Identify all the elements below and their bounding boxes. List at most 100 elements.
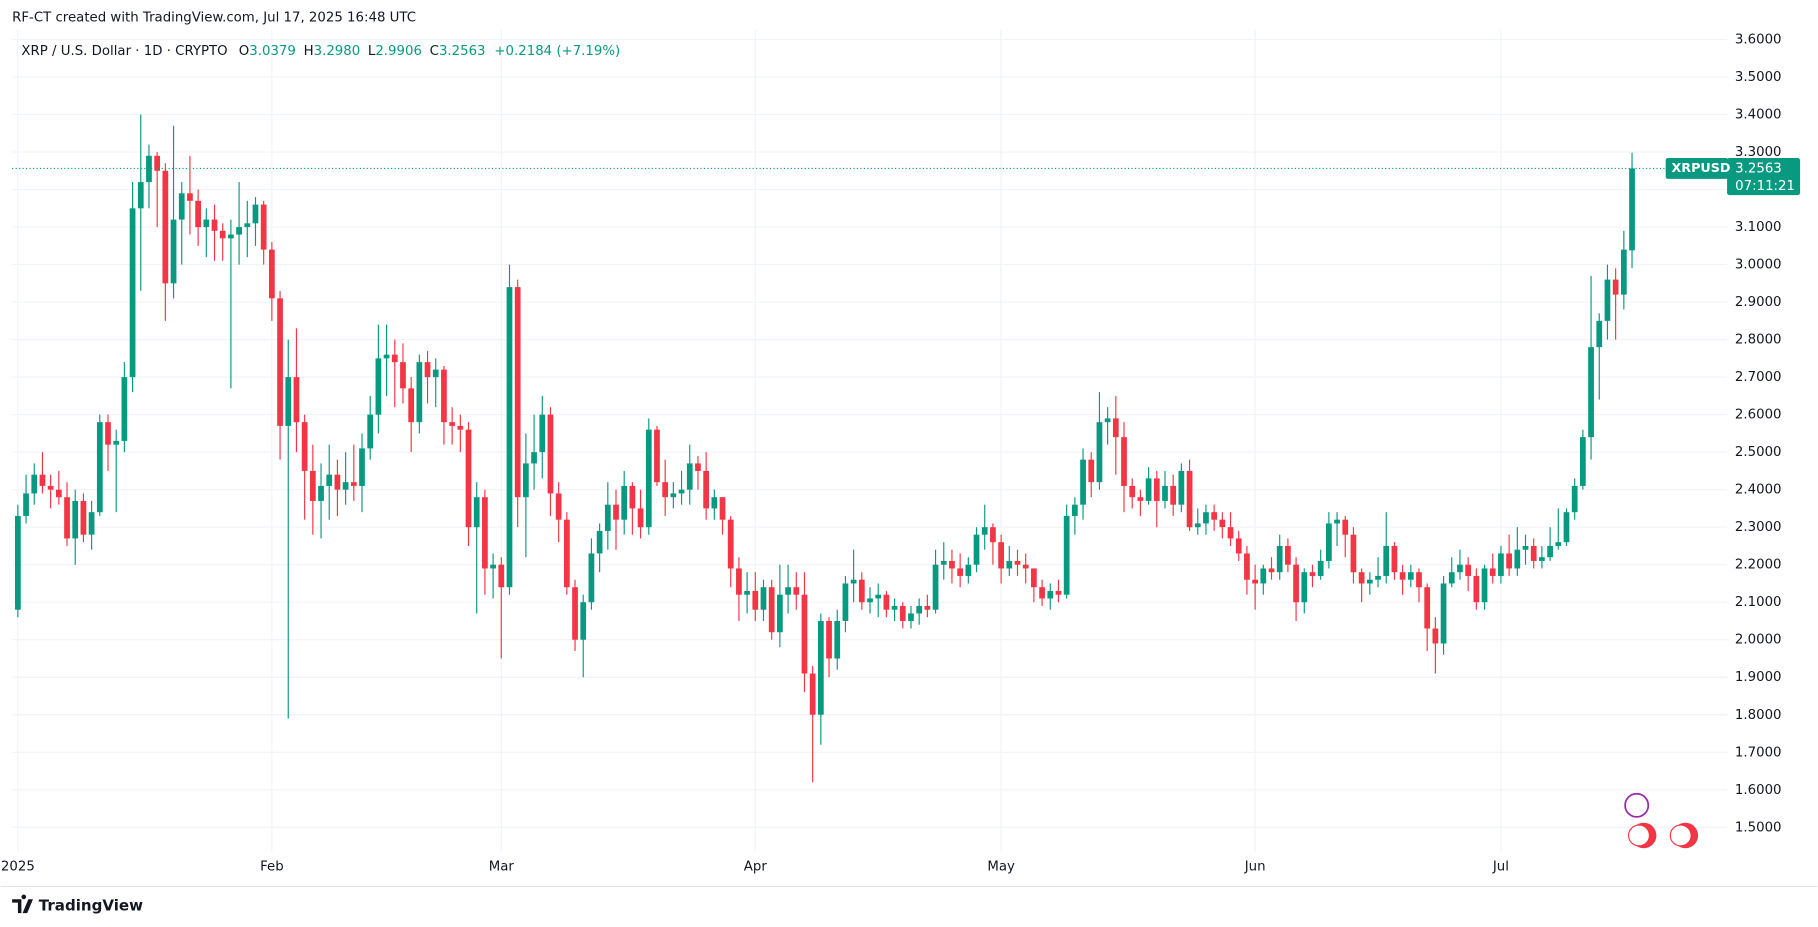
candle-body <box>14 515 21 610</box>
candle-body <box>334 474 341 490</box>
candle-body <box>1366 579 1373 584</box>
candle-body <box>908 613 914 621</box>
y-tick-label: 3.6000 <box>1735 33 1782 48</box>
candle-body <box>604 504 611 531</box>
icon <box>1624 792 1650 818</box>
logo-icon <box>12 894 33 914</box>
y-tick-label: 2.0000 <box>1735 633 1782 648</box>
candle-body <box>572 587 578 640</box>
candle-body <box>1342 519 1349 535</box>
candle-body <box>236 227 242 235</box>
candle-body <box>96 422 103 513</box>
candle-body <box>1260 568 1267 584</box>
candle-body <box>1039 587 1045 599</box>
candle-body <box>105 422 111 445</box>
y-tick-label: 2.7000 <box>1735 370 1782 385</box>
x-tick-label: May <box>987 860 1015 875</box>
candle-body <box>817 620 824 715</box>
candle-body <box>1014 560 1021 565</box>
candle-body <box>490 564 496 569</box>
candle-body <box>1145 478 1152 501</box>
x-tick-label: 2025 <box>1 860 35 875</box>
candle-body <box>973 534 980 565</box>
countdown: 07:11:21 <box>1735 179 1795 194</box>
candle-body <box>555 493 562 520</box>
candle-body <box>703 470 710 509</box>
candle-body <box>965 564 972 576</box>
change: +0.2184 (+7.19%) <box>494 44 620 59</box>
candle-body <box>523 463 529 498</box>
candle-body <box>55 489 62 498</box>
candle-body <box>940 560 947 565</box>
candle-body <box>1317 560 1324 576</box>
candle-body <box>1137 497 1144 501</box>
candle-body <box>342 482 349 490</box>
candle-body <box>670 493 677 498</box>
candle-body <box>1457 564 1463 573</box>
price-tag <box>1727 158 1801 196</box>
y-tick-label: 2.9000 <box>1735 295 1782 310</box>
candle-body <box>793 587 800 595</box>
candle-body <box>228 234 234 239</box>
candle-body <box>867 598 873 603</box>
candle-body <box>1448 572 1455 584</box>
candle-body <box>1612 279 1619 295</box>
candle-body <box>318 485 324 501</box>
candle-body <box>1481 568 1488 603</box>
candle-body <box>760 587 767 610</box>
candle-body <box>998 542 1004 569</box>
candle-body <box>629 485 636 509</box>
candle-body <box>924 605 931 610</box>
candle-body <box>1399 572 1406 580</box>
candle-body <box>875 594 882 599</box>
candle-body <box>1227 527 1234 539</box>
y-tick-label: 2.3000 <box>1735 520 1782 535</box>
candle-body <box>1473 575 1480 603</box>
candle-body <box>359 448 365 486</box>
candle-body <box>88 512 95 535</box>
x-tick-label: Apr <box>744 860 768 875</box>
candle-body <box>1088 459 1095 483</box>
candle-body <box>1440 583 1447 644</box>
candle-body <box>1063 515 1070 595</box>
candle-body <box>1244 553 1250 580</box>
candle-body <box>752 590 759 610</box>
candle-body <box>178 193 185 220</box>
candle-body <box>1407 572 1414 580</box>
candle-body <box>170 219 177 284</box>
candle-body <box>826 620 832 659</box>
labels: 1.5000 1.6000 1.7000 1.8000 1.9000 2.0000 2.10… <box>1 33 1801 875</box>
candle-body <box>621 485 628 520</box>
candle-body <box>72 500 79 539</box>
candle-body <box>400 362 406 389</box>
candle-body <box>375 358 382 415</box>
candle-body <box>1358 572 1365 584</box>
candle-body <box>1620 249 1627 295</box>
candle-body <box>1571 485 1578 513</box>
candle-body <box>858 579 865 603</box>
price-tag-ticker <box>1665 158 1729 179</box>
candle-body <box>1178 470 1185 505</box>
y-tick-label: 1.9000 <box>1735 670 1782 685</box>
ohlc-key: O <box>239 44 249 59</box>
candle-body <box>981 527 988 535</box>
candle-body <box>1031 568 1037 588</box>
candle-body <box>244 223 251 228</box>
candle-body <box>1129 485 1136 498</box>
candle-body <box>350 482 357 486</box>
candle-body <box>1383 545 1390 576</box>
candle-body <box>777 594 783 633</box>
candle-body <box>137 182 144 209</box>
candle-body <box>457 425 464 430</box>
candle-body <box>1506 553 1512 569</box>
candle-body <box>383 354 390 359</box>
candle-body <box>1629 168 1635 251</box>
candle-body <box>203 219 210 228</box>
candle-body <box>285 377 292 426</box>
candle-body <box>1309 572 1316 576</box>
candle-body <box>47 485 54 490</box>
candle-body <box>850 579 857 584</box>
candle-body <box>695 463 701 471</box>
